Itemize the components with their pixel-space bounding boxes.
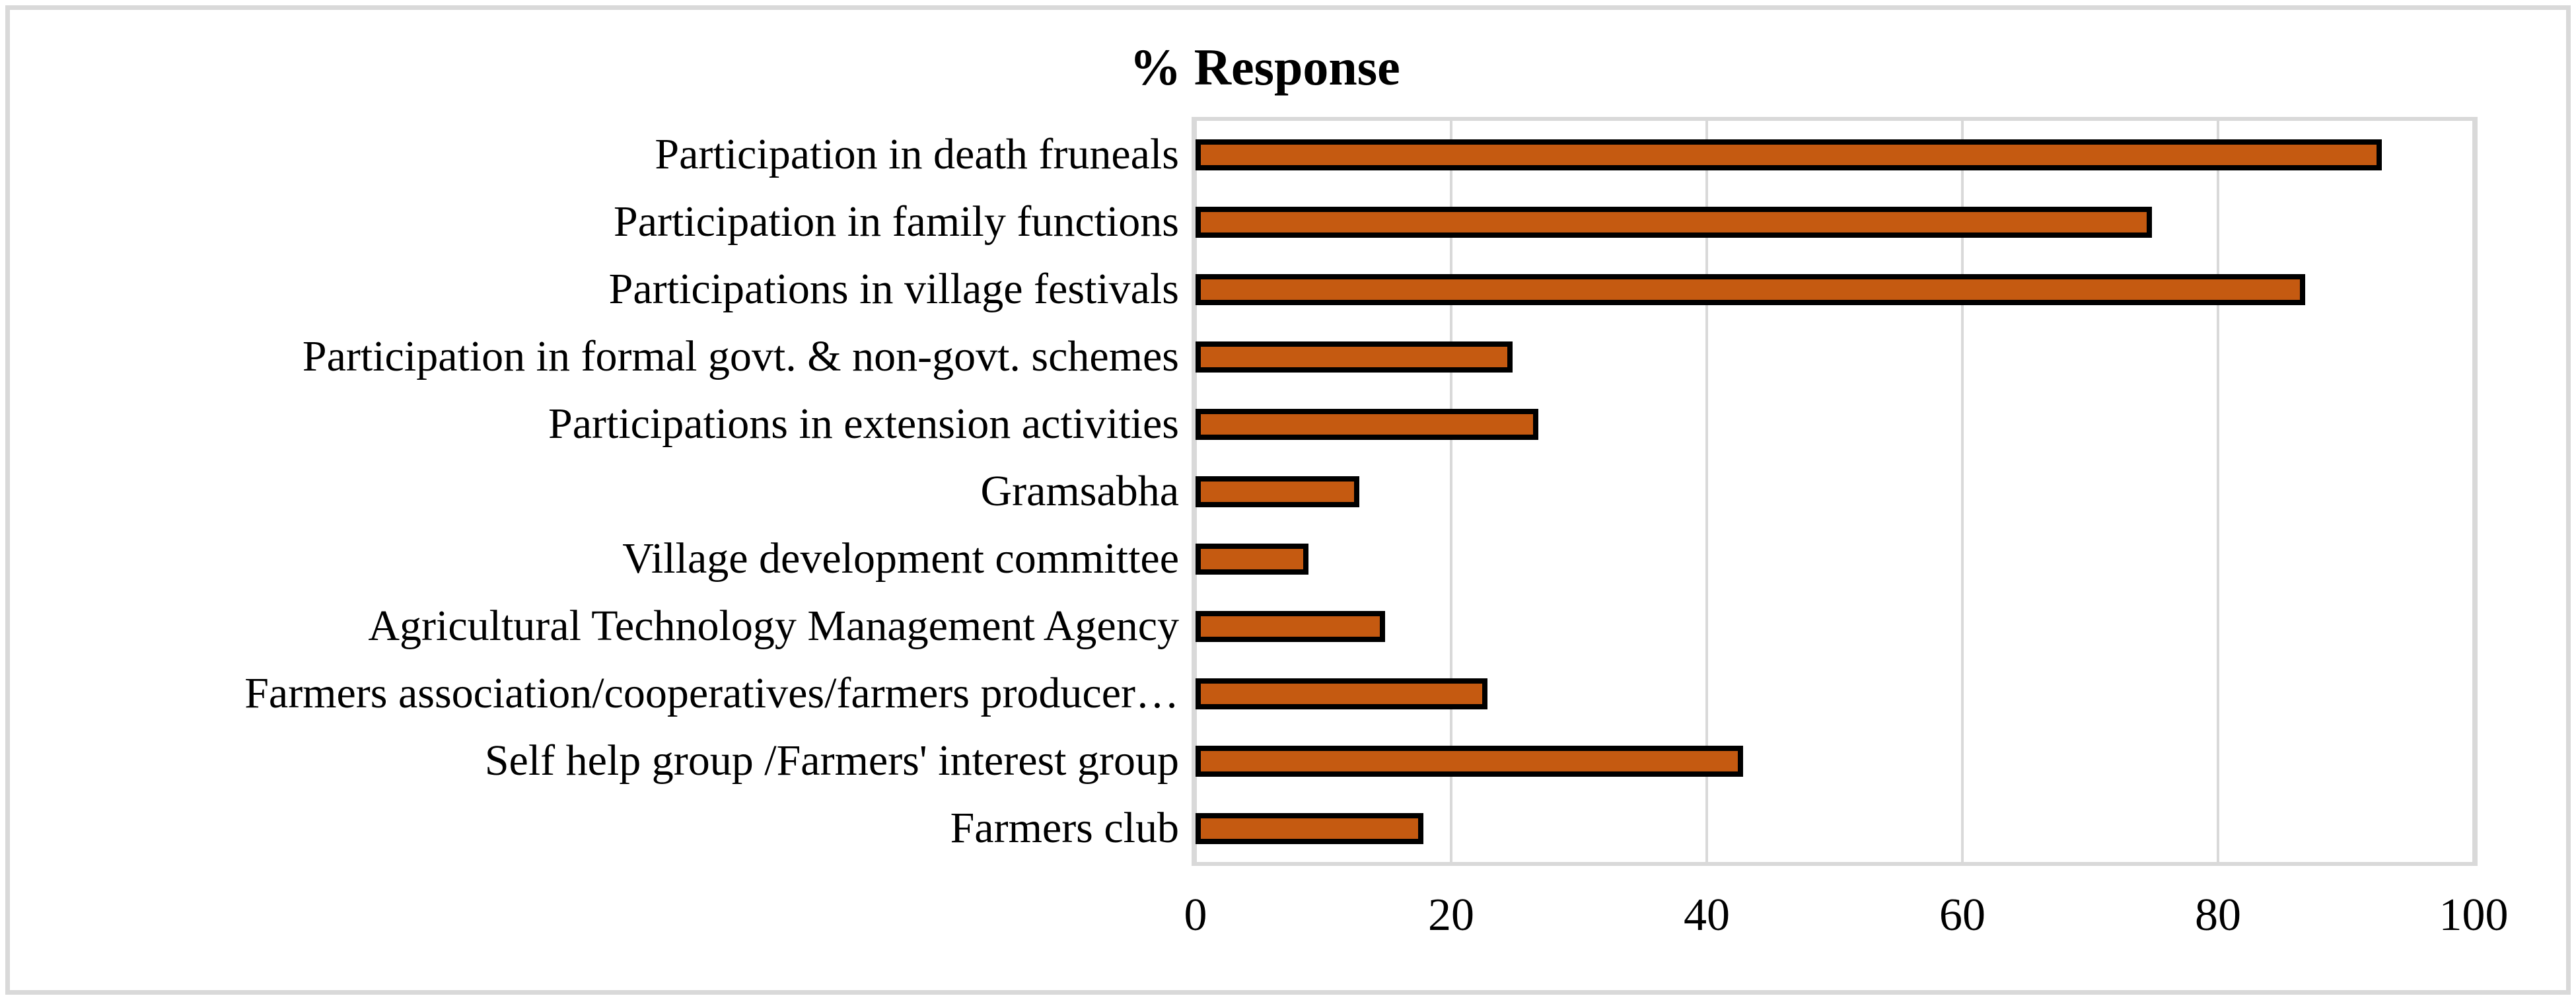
bar: [1196, 543, 1308, 575]
x-axis: 0 20 40 60 80 100: [1184, 886, 2509, 945]
chart-frame: % Response Participation in death frunea…: [5, 5, 2571, 995]
bar-row: [1196, 188, 2474, 256]
bar: [1196, 408, 1539, 440]
x-tick-label: 0: [1184, 890, 1207, 941]
bar-row: [1196, 525, 2474, 592]
category-label: Participations in village festivals: [608, 265, 1179, 313]
gridline: [2472, 121, 2475, 862]
category-label: Participation in death fruneals: [655, 130, 1179, 178]
category-axis-labels: Participation in death fruneals Participa…: [17, 121, 1179, 862]
chart-title: % Response: [1129, 38, 1400, 96]
gridline: [1705, 121, 1708, 862]
category-label: Farmers association/cooperatives/farmers…: [244, 669, 1179, 717]
plot-area: [1192, 117, 2478, 866]
x-tick-label: 20: [1428, 890, 1474, 941]
bar-row: [1196, 323, 2474, 390]
bar-row: [1196, 390, 2474, 458]
bar: [1196, 273, 2306, 305]
x-tick-label: 80: [2195, 890, 2241, 941]
bar-row: [1196, 256, 2474, 323]
bar-row: [1196, 795, 2474, 862]
bar: [1196, 476, 1360, 507]
category-label: Participation in family functions: [613, 197, 1179, 246]
gridline: [2217, 121, 2219, 862]
bar: [1196, 812, 1423, 844]
x-tick-label: 60: [1939, 890, 1986, 941]
x-tick-label: 100: [2439, 890, 2509, 941]
bar: [1196, 341, 1513, 373]
x-tick-label: 40: [1684, 890, 1730, 941]
gridline: [1961, 121, 1964, 862]
category-label: Participations in extension activities: [548, 400, 1179, 448]
bar-row: [1196, 660, 2474, 727]
bar-row: [1196, 121, 2474, 188]
bar: [1196, 610, 1385, 642]
category-label: Agricultural Technology Management Agenc…: [368, 602, 1179, 650]
category-label: Participation in formal govt. & non-govt…: [302, 332, 1179, 380]
bar: [1196, 745, 1743, 777]
category-label: Gramsabha: [980, 467, 1179, 515]
bar: [1196, 206, 2152, 238]
bar: [1196, 678, 1487, 709]
gridline: [1450, 121, 1452, 862]
category-label: Village development committee: [622, 534, 1179, 583]
category-label: Self help group /Farmers' interest group: [484, 736, 1179, 785]
bar-row: [1196, 592, 2474, 660]
category-label: Farmers club: [950, 804, 1179, 852]
bar-row: [1196, 458, 2474, 525]
bars-layer: [1196, 121, 2474, 862]
bar: [1196, 139, 2382, 170]
bar-row: [1196, 727, 2474, 795]
